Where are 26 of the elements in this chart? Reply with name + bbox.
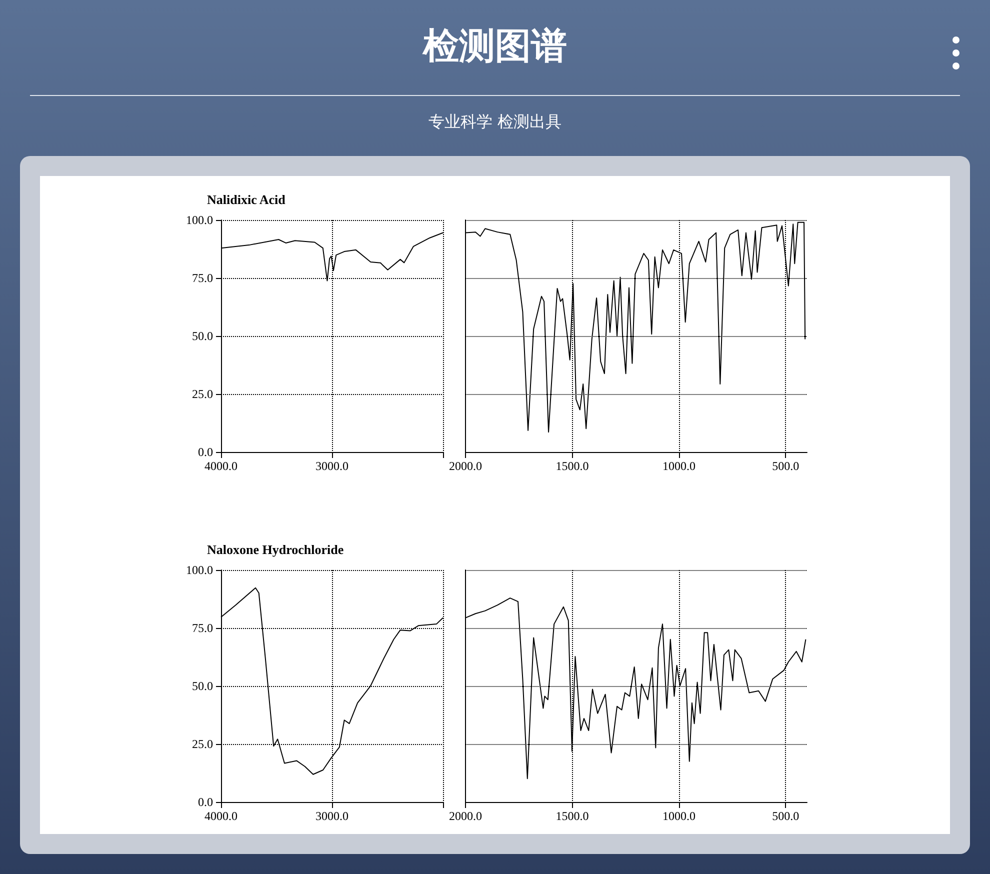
y-tick-label: 50.0 — [192, 679, 213, 693]
x-tick-label: 1500.0 — [556, 459, 589, 473]
text: 专业科学 检测出具 — [427, 112, 563, 133]
text: 检测图谱 — [421, 25, 568, 69]
x-tick-label: 2000.0 — [449, 809, 482, 823]
x-tick-label: 1000.0 — [662, 459, 696, 473]
x-tick-label: 500.0 — [772, 459, 800, 473]
y-tick-label: 50.0 — [192, 329, 213, 343]
x-tick-label: 500.0 — [772, 809, 800, 823]
x-tick-label: 3000.0 — [316, 809, 348, 823]
y-tick-label: 25.0 — [192, 387, 213, 401]
chart-title: Naloxone Hydrochloride — [207, 542, 344, 557]
y-tick-label: 100.0 — [186, 213, 213, 227]
y-tick-label: 100.0 — [186, 563, 213, 577]
y-tick-label: 75.0 — [192, 621, 213, 635]
chart-title: Nalidixic Acid — [207, 192, 286, 207]
x-tick-label: 4000.0 — [204, 809, 238, 823]
y-tick-label: 25.0 — [192, 737, 213, 751]
y-tick-label: 0.0 — [198, 445, 213, 459]
x-tick-label: 1500.0 — [556, 809, 589, 823]
x-tick-label: 1000.0 — [662, 809, 696, 823]
x-tick-label: 4000.0 — [204, 459, 238, 473]
y-tick-label: 75.0 — [192, 271, 213, 285]
x-tick-label: 3000.0 — [316, 459, 348, 473]
y-tick-label: 0.0 — [198, 795, 213, 809]
x-tick-label: 2000.0 — [449, 459, 482, 473]
